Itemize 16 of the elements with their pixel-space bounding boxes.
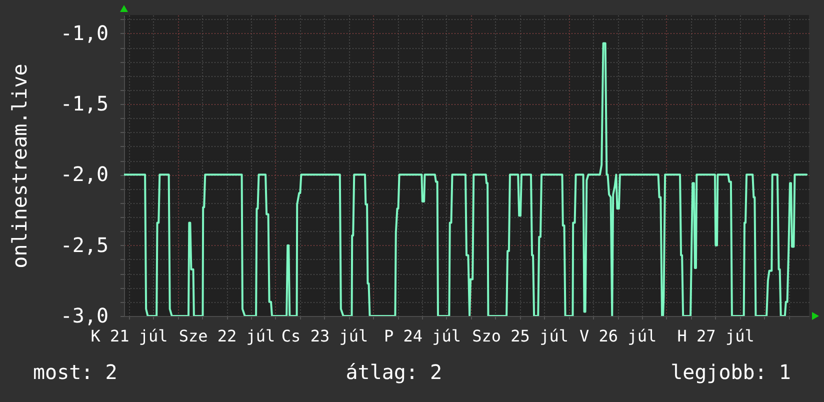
text: átlag: 2 bbox=[346, 360, 442, 384]
x-tick-label: K 21 júl bbox=[90, 326, 168, 346]
y-tick-label: -2,5 bbox=[60, 232, 108, 257]
x-tick-label: Sze 22 júl bbox=[178, 326, 276, 346]
x-tick-label: V 26 júl bbox=[580, 326, 657, 346]
x-tick-label: H 27 júl bbox=[677, 326, 754, 346]
y-tick-label: -1,5 bbox=[60, 92, 108, 116]
x-tick-label: Szo 25 júl bbox=[472, 326, 568, 346]
y-tick-label: -1,0 bbox=[60, 20, 108, 45]
x-tick-label: Cs 23 júl bbox=[281, 326, 368, 346]
text: most: 2 bbox=[33, 360, 118, 384]
y-axis-title: onlinestream.live bbox=[7, 64, 32, 268]
y-tick-label: -3,0 bbox=[60, 304, 108, 328]
x-tick-label: P 24 júl bbox=[384, 326, 462, 346]
y-tick-label: -2,0 bbox=[60, 162, 108, 186]
text: legjobb: 1 bbox=[670, 360, 791, 384]
